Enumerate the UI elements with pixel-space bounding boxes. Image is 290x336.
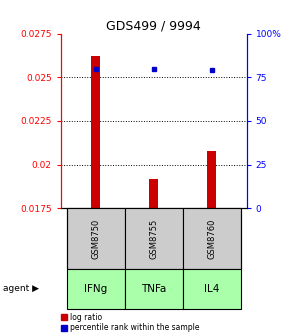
Bar	[125, 269, 183, 309]
Text: GSM8760: GSM8760	[207, 218, 216, 259]
Bar	[149, 179, 158, 208]
Text: IL4: IL4	[204, 284, 220, 294]
Bar	[67, 208, 125, 269]
Bar	[91, 56, 100, 208]
Bar	[67, 269, 125, 309]
Bar	[183, 269, 241, 309]
Title: GDS499 / 9994: GDS499 / 9994	[106, 19, 201, 33]
Bar	[207, 151, 216, 208]
Text: IFNg: IFNg	[84, 284, 107, 294]
Bar	[183, 208, 241, 269]
Bar	[125, 208, 183, 269]
Text: TNFa: TNFa	[141, 284, 166, 294]
Text: GSM8755: GSM8755	[149, 218, 158, 259]
Text: agent ▶: agent ▶	[3, 285, 39, 293]
Legend: log ratio, percentile rank within the sample: log ratio, percentile rank within the sa…	[61, 313, 200, 332]
Text: GSM8750: GSM8750	[91, 218, 100, 259]
